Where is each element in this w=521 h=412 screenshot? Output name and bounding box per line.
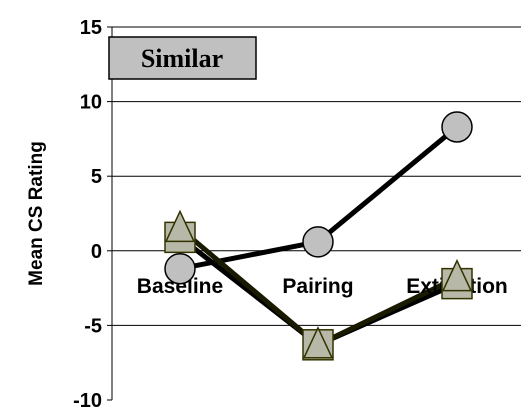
y-tick-label: 5	[91, 166, 102, 188]
y-tick-label: -10	[73, 390, 102, 412]
triangle-marker	[302, 326, 334, 359]
chart-title: Similar	[141, 44, 223, 73]
chart-title-box: Similar	[108, 36, 257, 80]
circle-marker	[441, 111, 473, 143]
x-category-label: Baseline	[137, 275, 223, 298]
circle-marker	[164, 252, 196, 285]
y-axis-label: Mean CS Rating	[26, 141, 47, 286]
chart-title-background	[108, 36, 257, 80]
y-tick-label: 0	[91, 241, 102, 263]
circle-marker	[302, 226, 334, 258]
y-tick-label: 15	[80, 17, 102, 39]
y-tick-label: -5	[84, 315, 102, 337]
y-tick-label: 10	[80, 92, 102, 114]
series-markers	[164, 111, 473, 361]
triangle-marker	[164, 209, 196, 243]
y-tick-labels: -10 -5 0 5 10 15	[73, 17, 112, 412]
x-category-label: Pairing	[282, 275, 353, 298]
triangle-marker	[441, 258, 473, 292]
